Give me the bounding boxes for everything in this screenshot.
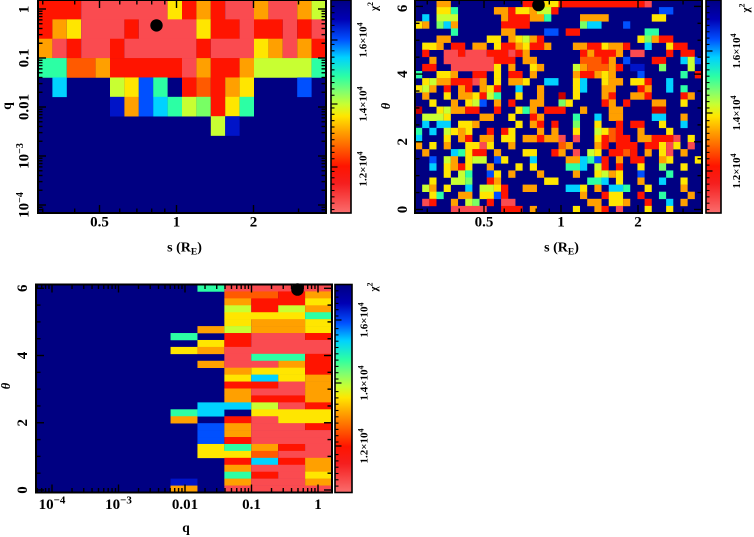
svg-text:χ2: χ2: [738, 3, 753, 13]
svg-text:q: q: [0, 102, 14, 110]
svg-text:1.4×104: 1.4×104: [357, 365, 371, 400]
svg-text:2: 2: [395, 138, 411, 146]
svg-text:0.1: 0.1: [242, 497, 261, 513]
svg-text:0.5: 0.5: [90, 215, 109, 231]
svg-text:1.4×104: 1.4×104: [356, 86, 370, 121]
svg-text:0.01: 0.01: [17, 94, 33, 120]
svg-text:q: q: [182, 520, 190, 535]
svg-text:0: 0: [395, 206, 411, 214]
svg-text:1.2×104: 1.2×104: [356, 151, 370, 186]
svg-text:1.6×104: 1.6×104: [356, 22, 370, 57]
svg-text:6: 6: [15, 284, 31, 292]
svg-text:θ: θ: [0, 382, 13, 389]
svg-text:6: 6: [395, 4, 411, 12]
svg-text:1: 1: [17, 6, 33, 14]
svg-text:4: 4: [15, 351, 31, 359]
svg-text:1.2×104: 1.2×104: [729, 153, 743, 188]
svg-text:1.6×104: 1.6×104: [357, 302, 371, 337]
svg-text:1.6×104: 1.6×104: [729, 33, 743, 68]
svg-text:1.4×104: 1.4×104: [729, 95, 743, 130]
svg-text:0.01: 0.01: [172, 497, 198, 513]
svg-text:χ2: χ2: [366, 2, 381, 12]
svg-text:0: 0: [15, 486, 31, 494]
svg-text:0.5: 0.5: [475, 215, 494, 231]
svg-text:2: 2: [250, 215, 258, 231]
svg-text:1: 1: [173, 215, 181, 231]
svg-text:2: 2: [634, 215, 642, 231]
svg-text:1.2×104: 1.2×104: [357, 428, 371, 463]
svg-text:2: 2: [15, 419, 31, 427]
svg-text:1: 1: [314, 497, 322, 513]
svg-text:0.1: 0.1: [17, 49, 33, 68]
svg-text:1: 1: [557, 215, 565, 231]
svg-text:θ: θ: [379, 102, 393, 109]
svg-text:s (RE): s (RE): [544, 241, 579, 258]
svg-text:4: 4: [395, 70, 411, 78]
svg-text:s (RE): s (RE): [167, 241, 202, 258]
svg-text:χ2: χ2: [366, 282, 381, 292]
